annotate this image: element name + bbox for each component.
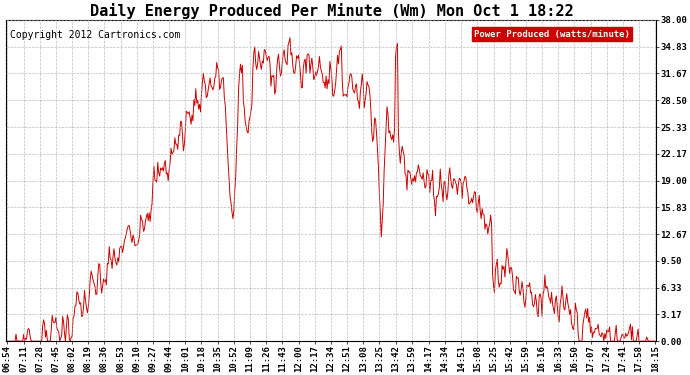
Text: Copyright 2012 Cartronics.com: Copyright 2012 Cartronics.com [10, 30, 180, 40]
Title: Daily Energy Produced Per Minute (Wm) Mon Oct 1 18:22: Daily Energy Produced Per Minute (Wm) Mo… [90, 3, 573, 19]
Text: Power Produced (watts/minute): Power Produced (watts/minute) [474, 30, 630, 39]
